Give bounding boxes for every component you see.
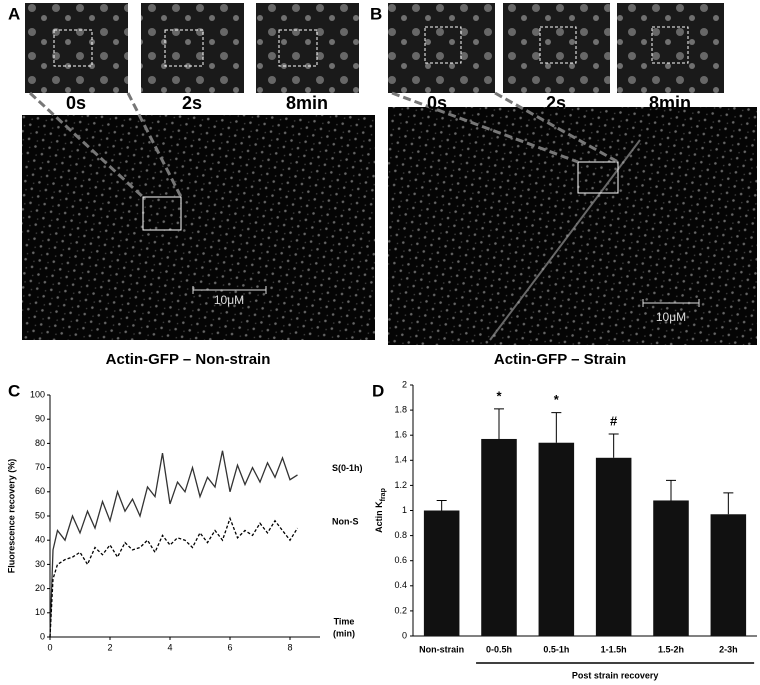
connector — [28, 91, 145, 199]
panel-b: 10μM B 0s 2s 8min Actin-GFP – Strain — [370, 3, 757, 368]
inset — [25, 3, 128, 93]
series-line — [49, 450, 298, 638]
scale-label: 10μM — [656, 310, 686, 324]
y-tick-label: 30 — [35, 559, 45, 569]
y-tick-label: 100 — [30, 389, 45, 399]
error-bar — [551, 412, 562, 443]
roi — [164, 29, 204, 67]
y-tick-label: 60 — [35, 486, 45, 496]
annotation: * — [554, 392, 560, 407]
annotation: # — [610, 413, 618, 428]
series-line — [49, 516, 299, 638]
micrograph — [22, 115, 375, 340]
scale-label: 10μM — [214, 293, 244, 307]
bar — [653, 500, 689, 636]
connector — [126, 92, 183, 198]
y-tick-label: 1.6 — [394, 430, 407, 440]
y-tick-label: 1.8 — [394, 404, 407, 414]
y-axis-label: Actin Kfrap — [374, 488, 386, 533]
error-bar — [723, 492, 734, 515]
inset — [141, 3, 244, 93]
caption: Actin-GFP – Non-strain — [106, 351, 271, 368]
y-tick-label: 1.2 — [394, 480, 407, 490]
y-tick-label: 0.6 — [394, 555, 407, 565]
bar — [481, 438, 517, 636]
frame-label: 0s — [66, 93, 86, 113]
y-axis-label: Fluorescence recovery (%) — [6, 459, 16, 574]
inset — [503, 3, 610, 93]
y-tick-label: 50 — [35, 510, 45, 520]
y-tick-label: 70 — [35, 462, 45, 472]
roi — [651, 26, 689, 64]
y-tick-label: 10 — [35, 607, 45, 617]
frame-label: 8min — [286, 93, 328, 113]
error-bar — [608, 433, 619, 458]
y-tick-label: 0.4 — [394, 580, 407, 590]
y-tick-label: 40 — [35, 535, 45, 545]
bar — [595, 457, 632, 636]
roi — [424, 26, 462, 64]
series-label: S(0-1h) — [332, 463, 363, 473]
x-tick-label: 0.5-1h — [543, 644, 569, 654]
caption: Actin-GFP – Strain — [494, 351, 626, 368]
roi — [539, 26, 577, 64]
fiber — [489, 139, 641, 341]
scale-bar — [192, 286, 267, 294]
x-tick-label: 6 — [227, 642, 232, 652]
series-label: Non-S — [332, 516, 359, 526]
x-tick-label: 1-1.5h — [601, 644, 627, 654]
frame-label: 2s — [182, 93, 202, 113]
x-tick-label: 2-3h — [719, 644, 738, 654]
y-tick-label: 20 — [35, 583, 45, 593]
bar — [538, 442, 575, 636]
panel-letter: C — [8, 381, 20, 400]
panel-a: 10μM A 0s 2s 8min Actin-GFP – Non-strain — [8, 3, 375, 368]
x-tick-label: 4 — [167, 642, 172, 652]
x-tick-label: 1.5-2h — [658, 644, 684, 654]
y-tick-label: 0.2 — [394, 605, 407, 615]
panel-letter: D — [372, 381, 384, 400]
frame-label: 8min — [649, 93, 691, 113]
panel-letter: A — [8, 4, 20, 23]
error-bar — [666, 479, 676, 501]
x-axis-label: (min) — [333, 628, 355, 638]
y-axis-label-sub: frap — [380, 488, 387, 501]
connector — [391, 91, 579, 164]
scale-bar — [642, 299, 700, 307]
bar — [423, 510, 460, 636]
x-tick-label: 2 — [107, 642, 112, 652]
frame-label: 2s — [546, 93, 566, 113]
error-bar — [436, 499, 447, 511]
bar — [710, 514, 747, 636]
error-bar — [494, 408, 504, 439]
roi — [278, 29, 318, 67]
frame-label: 0s — [427, 93, 447, 113]
y-axis-label-main: Actin K — [374, 501, 384, 533]
x-axis-label: Time — [334, 616, 355, 626]
group-label: Post strain recovery — [572, 670, 659, 680]
roi — [53, 29, 93, 67]
x-tick-label: 0-0.5h — [486, 644, 512, 654]
x-tick-label: Non-strain — [419, 644, 464, 654]
y-tick-label: 80 — [35, 438, 45, 448]
inset — [388, 3, 495, 93]
micrograph — [388, 107, 757, 345]
x-tick-label: 0 — [47, 642, 52, 652]
roi-box — [577, 161, 619, 194]
x-tick-label: 8 — [287, 642, 292, 652]
panel-letter: B — [370, 4, 382, 23]
inset — [617, 3, 724, 93]
annotation: * — [496, 388, 502, 403]
y-tick-label: 0.8 — [394, 530, 407, 540]
inset — [256, 3, 359, 93]
y-tick-label: 90 — [35, 414, 45, 424]
y-tick-label: 2 — [402, 379, 407, 389]
roi-box — [142, 196, 182, 231]
y-tick-label: 0 — [402, 630, 407, 640]
y-tick-label: 1.4 — [394, 455, 407, 465]
y-tick-label: 0 — [40, 631, 45, 641]
y-tick-label: 1 — [402, 505, 407, 515]
